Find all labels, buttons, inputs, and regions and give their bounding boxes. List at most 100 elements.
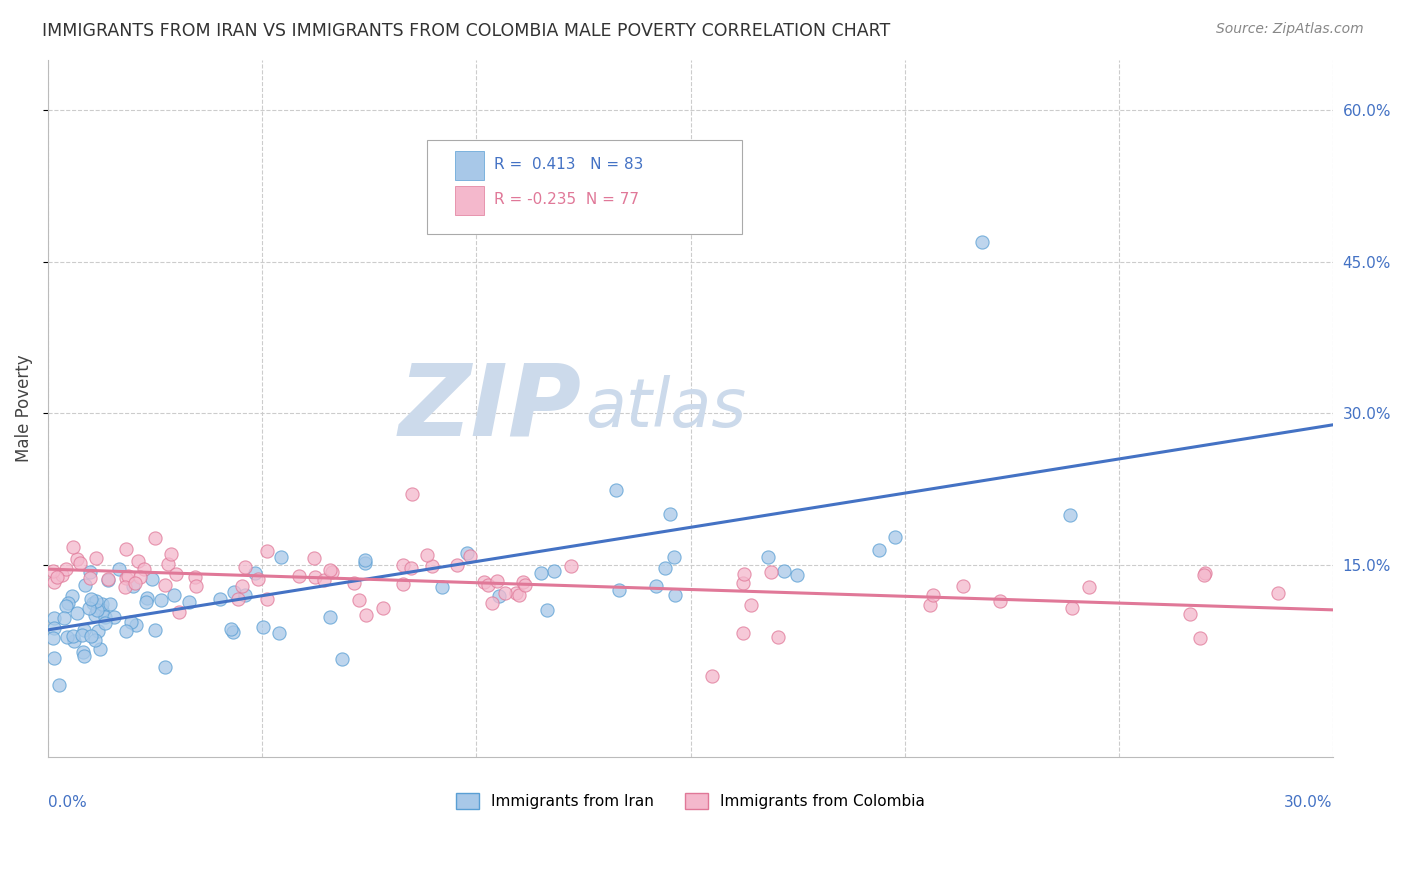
Point	[125, 617, 148, 632]
Point	[371, 600, 394, 615]
Point	[321, 566, 343, 580]
Point	[658, 507, 681, 521]
Point	[222, 624, 245, 639]
Point	[416, 548, 439, 562]
Text: R =  0.413   N = 83: R = 0.413 N = 83	[494, 157, 644, 172]
Point	[94, 616, 117, 631]
Point	[42, 611, 65, 625]
Point	[222, 585, 245, 599]
Point	[122, 579, 145, 593]
Point	[952, 579, 974, 593]
Point	[114, 624, 136, 638]
Point	[90, 597, 112, 611]
Point	[988, 594, 1011, 608]
Point	[165, 566, 187, 581]
Point	[69, 556, 91, 570]
Point	[51, 568, 73, 582]
Point	[89, 642, 111, 657]
Text: 0.0%: 0.0%	[48, 796, 87, 810]
Point	[231, 579, 253, 593]
Point	[392, 576, 415, 591]
Point	[786, 568, 808, 582]
Point	[773, 565, 796, 579]
Point	[94, 610, 117, 624]
Point	[733, 576, 755, 591]
Point	[607, 582, 630, 597]
FancyBboxPatch shape	[456, 151, 484, 180]
Point	[41, 631, 63, 645]
Point	[55, 561, 77, 575]
Point	[62, 629, 84, 643]
Point	[536, 603, 558, 617]
Point	[319, 563, 342, 577]
Point	[477, 577, 499, 591]
Point	[1062, 600, 1084, 615]
Point	[155, 578, 177, 592]
Point	[1188, 632, 1211, 646]
Point	[430, 580, 453, 594]
Point	[80, 629, 103, 643]
Point	[644, 579, 666, 593]
Point	[401, 487, 423, 501]
Point	[233, 559, 256, 574]
Point	[66, 551, 89, 566]
Point	[75, 578, 97, 592]
Point	[252, 620, 274, 634]
Point	[446, 558, 468, 573]
Point	[153, 659, 176, 673]
Point	[354, 556, 377, 570]
Point	[922, 588, 945, 602]
Point	[304, 570, 326, 584]
Point	[1178, 607, 1201, 622]
Point	[103, 610, 125, 624]
Point	[160, 547, 183, 561]
Point	[970, 235, 993, 249]
Point	[42, 574, 65, 589]
Point	[219, 622, 242, 636]
Point	[87, 624, 110, 639]
Point	[513, 578, 536, 592]
Point	[117, 569, 139, 583]
Point	[560, 558, 582, 573]
Point	[55, 630, 77, 644]
Point	[83, 607, 105, 622]
Point	[98, 597, 121, 611]
Point	[58, 596, 80, 610]
Point	[883, 530, 905, 544]
Point	[1267, 585, 1289, 599]
Point	[740, 598, 762, 612]
Point	[456, 546, 478, 560]
Point	[52, 611, 75, 625]
Point	[79, 591, 101, 606]
Point	[55, 599, 77, 613]
Point	[233, 588, 256, 602]
Point	[246, 572, 269, 586]
Point	[135, 595, 157, 609]
Point	[60, 590, 83, 604]
Point	[114, 580, 136, 594]
Point	[79, 566, 101, 580]
Point	[605, 483, 627, 497]
Point	[186, 579, 208, 593]
Point	[108, 562, 131, 576]
Point	[63, 634, 86, 648]
Point	[72, 645, 94, 659]
Point	[127, 553, 149, 567]
Point	[654, 561, 676, 575]
Text: Source: ZipAtlas.com: Source: ZipAtlas.com	[1216, 22, 1364, 37]
Point	[243, 566, 266, 580]
Point	[167, 605, 190, 619]
Point	[41, 564, 63, 578]
Point	[1078, 580, 1101, 594]
Point	[141, 572, 163, 586]
Point	[458, 549, 481, 563]
Point	[505, 585, 527, 599]
Point	[73, 623, 96, 637]
Point	[83, 632, 105, 647]
Point	[128, 570, 150, 584]
Point	[79, 601, 101, 615]
Point	[700, 184, 723, 198]
Point	[177, 595, 200, 609]
Point	[918, 599, 941, 613]
Point	[66, 606, 89, 620]
